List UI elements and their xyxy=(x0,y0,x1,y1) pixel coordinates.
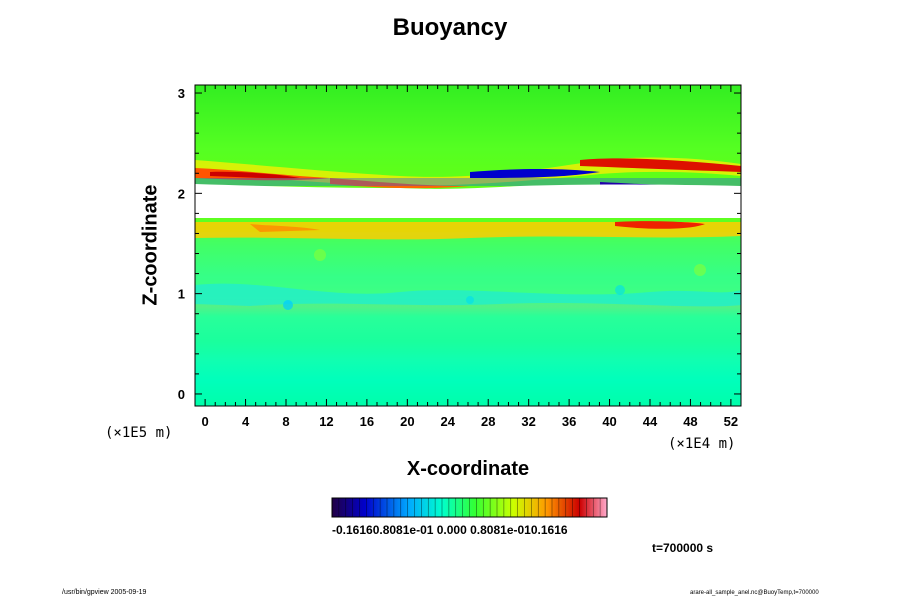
x-tick-label: 24 xyxy=(441,414,456,429)
colorbar-tick-labels: -0.16160.8081e-01 0.000 0.8081e-010.1616 xyxy=(332,523,568,537)
x-tick-label: 52 xyxy=(724,414,738,429)
x-tick-label: 44 xyxy=(643,414,658,429)
x-tick-label: 36 xyxy=(562,414,576,429)
x-tick-label: 4 xyxy=(242,414,250,429)
y-axis-unit: (×1E5 m) xyxy=(105,425,173,441)
chart-title: Buoyancy xyxy=(392,14,508,41)
time-annotation: t=700000 s xyxy=(652,541,714,555)
footer-right-text: arare-all_sample_anel.nc@BuoyTemp,t=7000… xyxy=(690,590,819,596)
y-axis-label: Z-coordinate xyxy=(139,184,162,306)
colorbar xyxy=(331,497,608,518)
x-tick-label: 40 xyxy=(602,414,616,429)
x-tick-label: 28 xyxy=(481,414,495,429)
x-tick-label: 12 xyxy=(319,414,333,429)
x-tick-label: 0 xyxy=(201,414,208,429)
y-tick-label: 3 xyxy=(178,86,185,101)
y-tick-label: 1 xyxy=(178,287,185,302)
y-tick-label: 2 xyxy=(178,186,185,201)
x-tick-label: 32 xyxy=(521,414,535,429)
footer-left-text: /usr/bin/gpview 2005-09-19 xyxy=(62,589,147,596)
x-axis-label: X-coordinate xyxy=(406,458,530,480)
x-axis-unit: (×1E4 m) xyxy=(668,436,736,452)
x-tick-label: 8 xyxy=(282,414,289,429)
x-tick-label: 48 xyxy=(683,414,697,429)
x-tick-label: 20 xyxy=(400,414,414,429)
heatmap-field xyxy=(195,85,741,406)
x-tick-label: 16 xyxy=(360,414,374,429)
y-tick-label: 0 xyxy=(178,387,185,402)
